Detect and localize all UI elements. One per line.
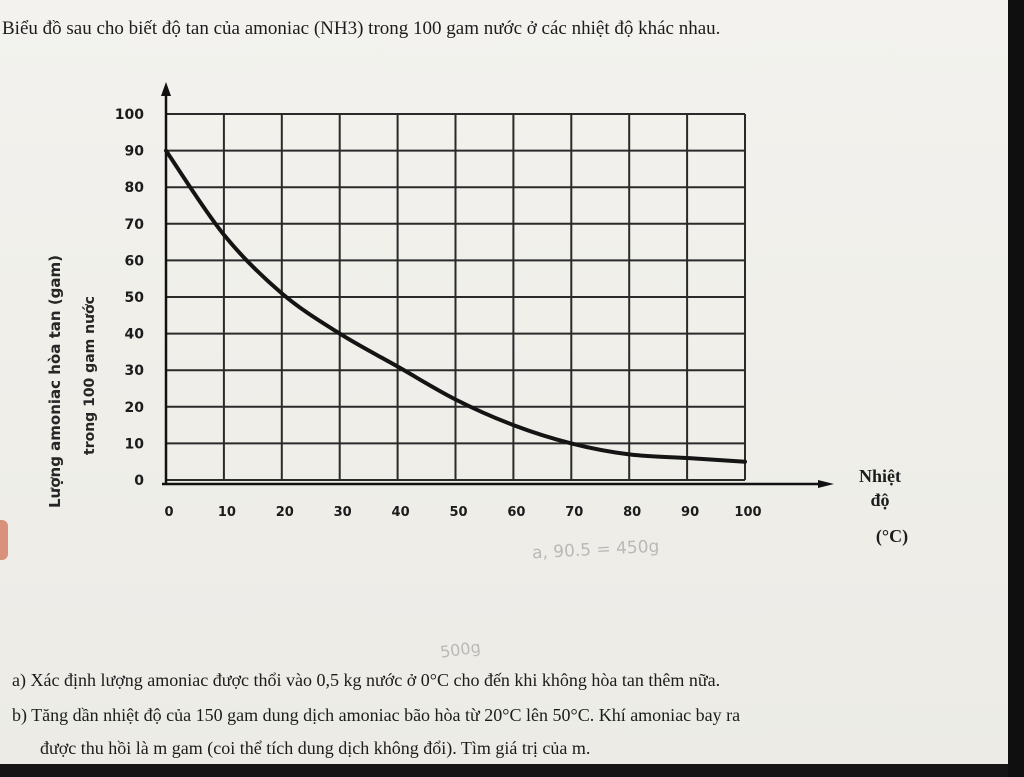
x-tick-label: 80 xyxy=(623,505,641,520)
x-axis-unit: (°C) xyxy=(875,526,909,546)
question-a: a) Xác định lượng amoniac được thổi vào … xyxy=(12,670,721,690)
solubility-chart: 0 10 20 30 40 50 60 70 80 90 100 0 10 20 30 40 50 60 70 80… xyxy=(115,82,834,520)
y-axis-label: Lượng amoniac hòa tan (gam) xyxy=(46,254,64,508)
bottom-toolbar-strip xyxy=(0,764,1008,777)
x-axis-label-2: độ xyxy=(870,490,890,510)
x-tick-label: 40 xyxy=(392,505,410,520)
x-tick-label: 30 xyxy=(334,505,352,520)
y-tick-label: 0 xyxy=(134,473,144,489)
y-axis-label-2: trong 100 gam nước xyxy=(82,296,98,455)
y-tick-label: 30 xyxy=(125,363,145,379)
x-tick-label: 70 xyxy=(565,505,583,520)
y-tick-label: 40 xyxy=(125,327,145,343)
chart-axes xyxy=(161,82,834,488)
x-tick-label: 60 xyxy=(507,505,525,520)
x-tick-label: 20 xyxy=(276,505,294,520)
question-b-cont: được thu hồi là m gam (coi thể tích dung… xyxy=(40,738,591,758)
photo-edge xyxy=(1008,0,1024,777)
x-tick-label: 0 xyxy=(164,505,173,520)
x-tick-label: 10 xyxy=(218,505,236,520)
y-tick-label: 50 xyxy=(125,290,145,306)
solubility-curve xyxy=(164,148,747,464)
x-tick-label: 90 xyxy=(681,505,699,520)
y-tick-label: 80 xyxy=(125,180,145,196)
finger-edge xyxy=(0,520,8,560)
y-tick-label: 20 xyxy=(125,400,145,416)
x-axis-arrow xyxy=(818,480,834,488)
x-tick-label: 50 xyxy=(449,505,467,520)
x-axis-label-1: Nhiệt xyxy=(859,466,901,486)
intro-text: Biểu đồ sau cho biết độ tan của amoniac … xyxy=(2,18,721,39)
y-tick-labels: 0 10 20 30 40 50 60 70 80 90 100 xyxy=(115,107,144,489)
x-tick-labels: 0 10 20 30 40 50 60 70 80 90 100 xyxy=(164,505,761,520)
y-tick-label: 100 xyxy=(115,107,144,123)
y-tick-label: 90 xyxy=(125,144,145,160)
y-tick-label: 70 xyxy=(125,217,145,233)
question-b: b) Tăng dần nhiệt độ của 150 gam dung dị… xyxy=(12,705,741,725)
y-axis-arrow xyxy=(161,82,171,96)
chart-grid xyxy=(165,113,746,481)
y-tick-label: 10 xyxy=(125,436,145,452)
y-tick-label: 60 xyxy=(125,253,145,269)
x-tick-label: 100 xyxy=(734,505,761,520)
